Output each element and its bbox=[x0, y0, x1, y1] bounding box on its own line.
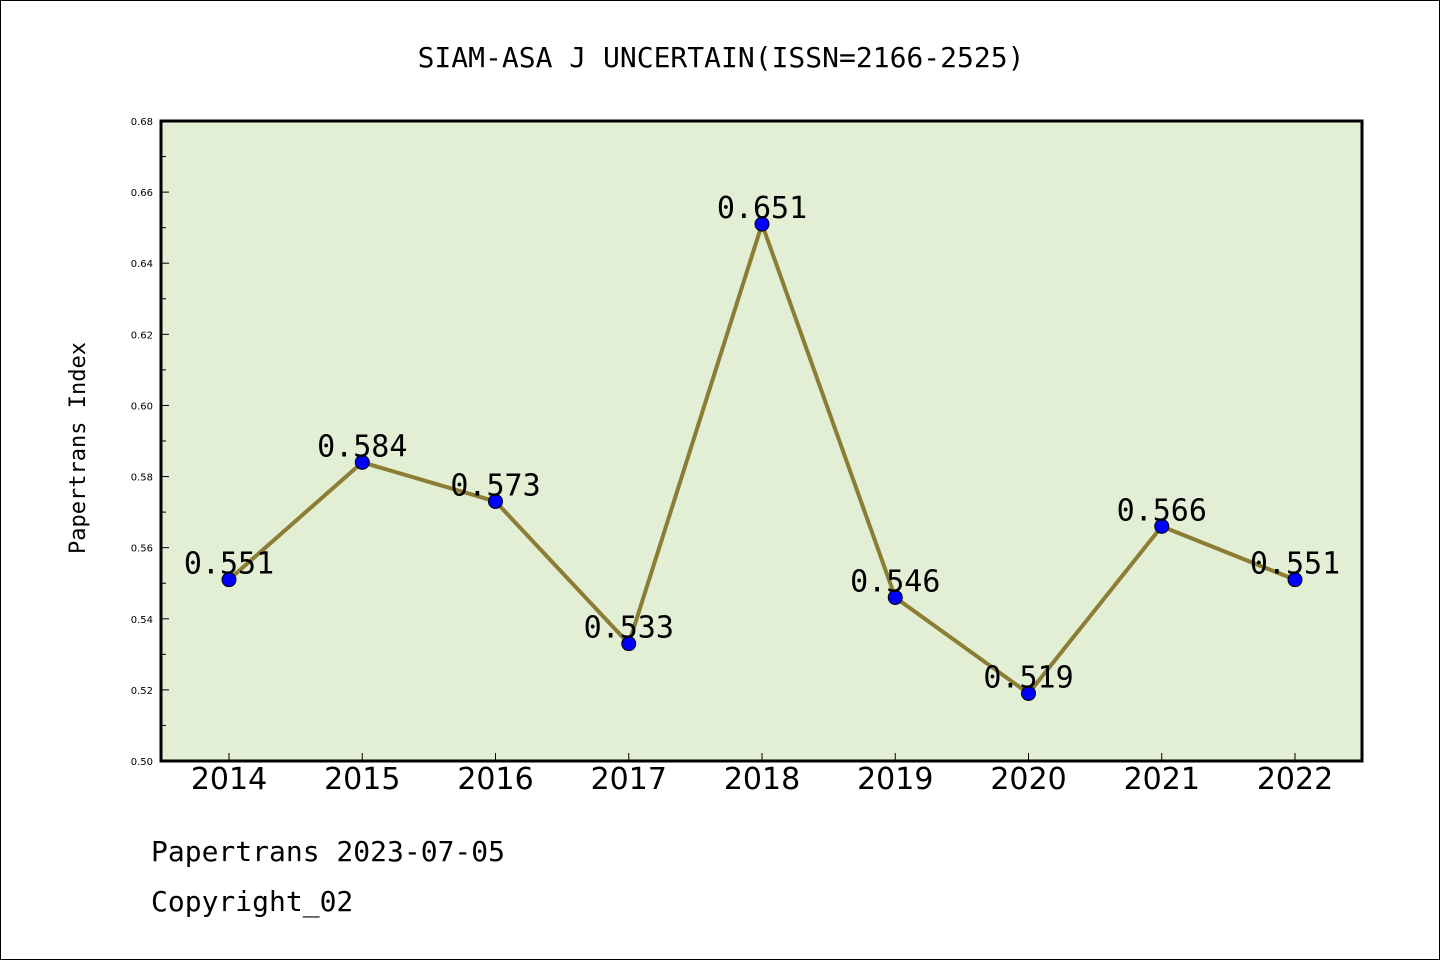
y-tick-label: 0.62 bbox=[131, 330, 153, 341]
x-tick-label: 2017 bbox=[591, 762, 667, 797]
data-label: 0.584 bbox=[317, 429, 407, 464]
data-point bbox=[1287, 572, 1303, 588]
data-point bbox=[621, 636, 637, 652]
data-label: 0.551 bbox=[184, 547, 274, 582]
y-tick-label: 0.66 bbox=[131, 188, 153, 199]
data-point bbox=[354, 454, 370, 470]
data-point bbox=[221, 572, 237, 588]
data-label: 0.533 bbox=[584, 611, 674, 646]
footer-date: Papertrans 2023-07-05 bbox=[151, 835, 506, 868]
data-label: 0.546 bbox=[850, 564, 940, 599]
data-point bbox=[887, 589, 903, 605]
y-tick-label: 0.56 bbox=[131, 544, 153, 555]
y-tick-label: 0.52 bbox=[131, 686, 153, 697]
x-tick-label: 2020 bbox=[990, 762, 1066, 797]
chart-title: SIAM-ASA J UNCERTAIN(ISSN=2166-2525) bbox=[418, 41, 1025, 74]
y-tick-label: 0.64 bbox=[131, 259, 153, 270]
y-tick-label: 0.58 bbox=[131, 473, 153, 484]
series-layer: 0.551 0.584 0.573 0.533 0.651 0.546 0.519 0.566… bbox=[184, 191, 1340, 701]
x-tick-label: 2022 bbox=[1257, 762, 1333, 797]
data-label: 0.651 bbox=[717, 191, 807, 226]
x-tick-label: 2015 bbox=[324, 762, 400, 797]
data-label: 0.519 bbox=[983, 660, 1073, 695]
x-tick-label: 2019 bbox=[857, 762, 933, 797]
data-point bbox=[1021, 685, 1036, 701]
x-axis: 2014 2015 2016 2017 2018 2019 2020 2021 2022 bbox=[191, 753, 1333, 797]
x-tick-label: 2016 bbox=[457, 762, 533, 797]
y-axis-label: Papertrans Index bbox=[66, 342, 91, 554]
x-tick-label: 2018 bbox=[724, 762, 800, 797]
plot-frame bbox=[159, 119, 1364, 763]
y-tick-label: 0.68 bbox=[131, 117, 153, 128]
data-point bbox=[1154, 518, 1170, 534]
data-point bbox=[754, 216, 770, 232]
x-tick-label: 2021 bbox=[1124, 762, 1200, 797]
x-tick-label: 2014 bbox=[191, 762, 267, 797]
y-tick-label: 0.54 bbox=[131, 615, 153, 626]
y-tick-label: 0.50 bbox=[131, 757, 153, 768]
y-tick-label: 0.60 bbox=[131, 401, 153, 412]
data-label: 0.551 bbox=[1250, 547, 1340, 582]
data-point bbox=[488, 493, 503, 509]
data-label: 0.573 bbox=[450, 468, 540, 503]
footer-copyright: Copyright_02 bbox=[151, 885, 354, 918]
data-label: 0.566 bbox=[1117, 493, 1207, 528]
